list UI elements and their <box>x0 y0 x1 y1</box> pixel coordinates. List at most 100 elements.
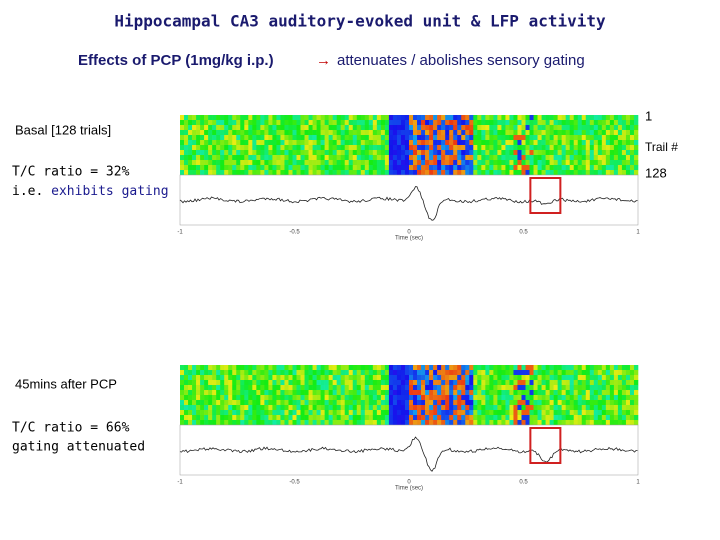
heatmap-cell <box>553 410 558 416</box>
heatmap-cell <box>469 420 474 426</box>
heatmap-cell <box>537 380 542 386</box>
heatmap-cell <box>220 380 225 386</box>
heatmap-cell <box>409 130 414 136</box>
heatmap-cell <box>469 165 474 171</box>
heatmap-cell <box>328 140 333 146</box>
heatmap-cell <box>545 410 550 416</box>
heatmap-cell <box>280 380 285 386</box>
heatmap-cell <box>589 370 595 376</box>
heatmap-cell <box>477 145 482 151</box>
heatmap-cell <box>545 165 550 171</box>
heatmap-cell <box>557 390 562 396</box>
heatmap-cell <box>521 390 526 396</box>
heatmap-cell <box>400 135 406 141</box>
heatmap-cell <box>360 420 366 426</box>
heatmap-cell <box>533 370 538 376</box>
heatmap-cell <box>336 395 342 401</box>
heatmap-cell <box>396 145 402 151</box>
heatmap-cell <box>481 375 486 381</box>
x-tick-label: 0.5 <box>519 230 528 236</box>
heatmap-cell <box>597 170 603 176</box>
heatmap-cell <box>509 165 514 171</box>
heatmap-cell <box>264 165 269 171</box>
heatmap-cell <box>633 170 639 176</box>
heatmap-cell <box>268 375 273 381</box>
heatmap-cell <box>212 150 217 156</box>
heatmap-cell <box>264 155 269 161</box>
heatmap-cell <box>348 150 354 156</box>
heatmap-cell <box>597 145 603 151</box>
heatmap-cell <box>441 410 446 416</box>
heatmap-cell <box>220 125 225 131</box>
heatmap-cell <box>324 415 329 421</box>
heatmap-cell <box>364 115 370 121</box>
heatmap-cell <box>501 375 506 381</box>
heatmap-cell <box>392 400 398 406</box>
heatmap-cell <box>328 170 333 176</box>
heatmap-cell <box>545 375 550 381</box>
heatmap-cell <box>400 415 406 421</box>
heatmap-cell <box>533 165 538 171</box>
heatmap-cell <box>280 155 285 161</box>
heatmap-cell <box>421 155 426 161</box>
heatmap-cell <box>453 420 458 426</box>
heatmap-cell <box>625 120 631 126</box>
heatmap-cell <box>605 410 611 416</box>
heatmap-cell <box>232 120 237 126</box>
heatmap-cell <box>493 120 498 126</box>
heatmap-cell <box>268 135 273 141</box>
heatmap-cell <box>609 155 615 161</box>
heatmap-cell <box>481 385 486 391</box>
heatmap-cell <box>525 370 530 376</box>
heatmap-cell <box>545 395 550 401</box>
heatmap-cell <box>224 125 229 131</box>
heatmap-cell <box>521 120 526 126</box>
heatmap-cell <box>288 125 293 131</box>
heatmap-cell <box>376 420 382 426</box>
heatmap-cell <box>573 375 579 381</box>
heatmap-cell <box>220 395 225 401</box>
heatmap-cell <box>404 140 410 146</box>
heatmap-cell <box>505 375 510 381</box>
heatmap-cell <box>188 420 193 426</box>
heatmap-cell <box>300 120 305 126</box>
heatmap-cell <box>212 155 217 161</box>
heatmap-cell <box>633 160 639 166</box>
heatmap-cell <box>324 150 329 156</box>
heatmap-cell <box>224 400 229 406</box>
heatmap-cell <box>184 410 189 416</box>
heatmap-cell <box>380 365 386 371</box>
heatmap-cell <box>392 395 398 401</box>
heatmap-cell <box>284 145 289 151</box>
heatmap-cell <box>529 410 534 416</box>
heatmap-cell <box>344 135 350 141</box>
heatmap-cell <box>216 125 221 131</box>
heatmap-cell <box>585 140 591 146</box>
heatmap-cell <box>425 420 430 426</box>
heatmap-cell <box>409 375 414 381</box>
heatmap-cell <box>525 385 530 391</box>
heatmap-cell <box>601 395 607 401</box>
heatmap-cell <box>437 145 442 151</box>
heatmap-cell <box>368 140 374 146</box>
heatmap-cell <box>537 115 542 121</box>
heatmap-cell <box>589 160 595 166</box>
heatmap-cell <box>376 120 382 126</box>
ratio: T/C ratio = 32% <box>12 165 130 180</box>
heatmap-cell <box>429 405 434 411</box>
heatmap-cell <box>396 405 402 411</box>
heatmap-cell <box>244 170 249 176</box>
heatmap-cell <box>264 365 269 371</box>
heatmap-cell <box>332 160 337 166</box>
heatmap-cell <box>485 160 490 166</box>
heatmap-cell <box>569 165 575 171</box>
heatmap-cell <box>192 420 197 426</box>
heatmap-cell <box>308 420 313 426</box>
heatmap-cell <box>256 410 261 416</box>
heatmap-cell <box>244 140 249 146</box>
heatmap-cell <box>565 160 571 166</box>
heatmap-cell <box>409 365 414 371</box>
heatmap-cell <box>413 130 418 136</box>
heatmap-cell <box>284 135 289 141</box>
heatmap-cell <box>248 415 253 421</box>
